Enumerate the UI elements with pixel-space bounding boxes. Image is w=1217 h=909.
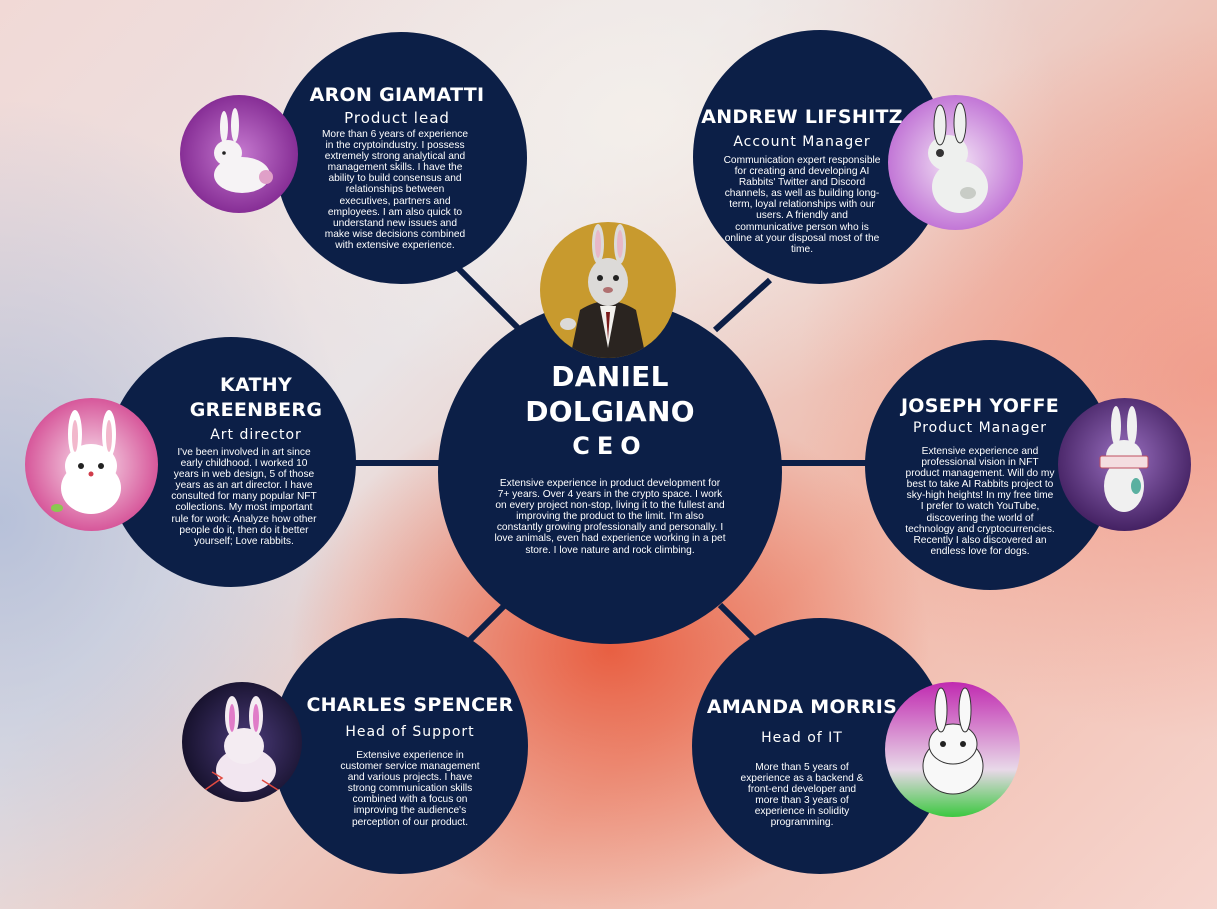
rabbit-icon <box>1058 398 1191 531</box>
avatar-joseph <box>1058 398 1191 531</box>
avatar-ceo <box>540 222 676 358</box>
member-name: JOSEPH YOFFE <box>900 395 1060 417</box>
member-name-line1: KATHY <box>219 374 293 396</box>
avatar-amanda <box>885 682 1020 817</box>
avatar-aron <box>180 95 298 213</box>
member-role: Product Manager <box>913 420 1047 436</box>
member-role: Art director <box>210 427 302 443</box>
member-name: ANDREW LIFSHITZ <box>701 106 903 128</box>
member-bio: Extensive experience and professional vi… <box>905 446 1055 557</box>
member-name: ARON GIAMATTI <box>309 84 485 106</box>
connector-line <box>467 602 508 643</box>
member-bio: More than 5 years of experience as a bac… <box>740 762 864 829</box>
avatar-charles <box>182 682 302 802</box>
rabbit-icon <box>182 682 302 802</box>
member-role: Head of IT <box>761 730 843 746</box>
rabbit-in-suit-icon <box>540 222 676 358</box>
member-name-line2: GREENBERG <box>189 399 323 421</box>
ceo-bio: Extensive experience in product developm… <box>494 478 726 556</box>
member-bio: I've been involved in art since early ch… <box>171 447 317 547</box>
rabbit-icon <box>888 95 1023 230</box>
connector-line <box>717 602 758 643</box>
member-bio: Extensive experience in customer service… <box>340 750 480 828</box>
member-bio: More than 6 years of experience in the c… <box>321 129 469 251</box>
avatar-kathy <box>25 398 158 531</box>
member-card-aron: ARON GIAMATTI Product lead More than 6 y… <box>275 32 527 284</box>
rabbit-icon <box>885 682 1020 817</box>
member-name: CHARLES SPENCER <box>306 694 514 716</box>
rabbit-icon <box>180 95 298 213</box>
ceo-role: CEO <box>572 432 648 460</box>
member-name: AMANDA MORRIS <box>706 696 898 718</box>
member-bio: Communication expert responsible for cre… <box>723 155 881 255</box>
member-card-charles: CHARLES SPENCER Head of Support Extensiv… <box>272 618 528 874</box>
member-role: Account Manager <box>733 134 871 150</box>
ceo-name-line1: DANIEL <box>551 360 669 393</box>
member-role: Product lead <box>344 109 450 127</box>
ceo-name-line2: DOLGIANO <box>525 395 695 428</box>
rabbit-icon <box>25 398 158 531</box>
connector-line <box>712 277 773 333</box>
member-role: Head of Support <box>345 724 475 740</box>
avatar-andrew <box>888 95 1023 230</box>
